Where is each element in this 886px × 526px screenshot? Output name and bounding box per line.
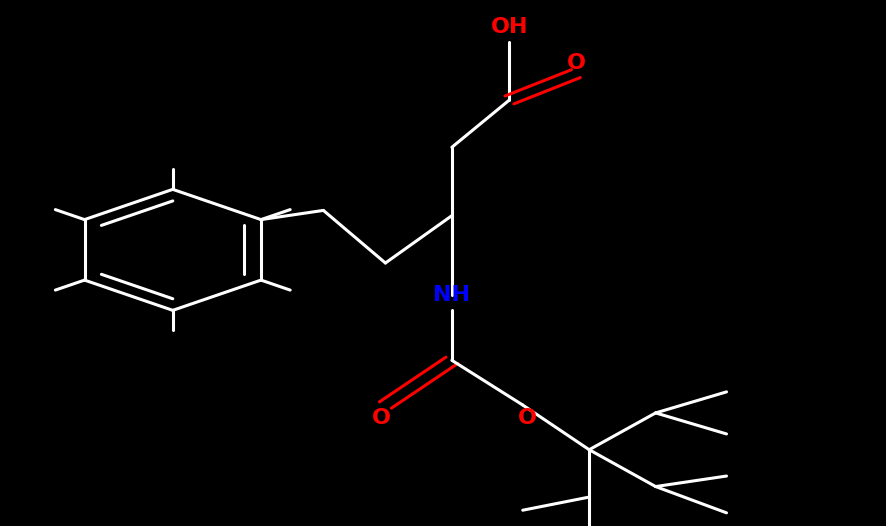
Text: O: O <box>517 408 537 428</box>
Text: O: O <box>371 408 391 428</box>
Text: O: O <box>566 53 586 73</box>
Text: OH: OH <box>491 17 528 37</box>
Text: NH: NH <box>433 285 470 305</box>
